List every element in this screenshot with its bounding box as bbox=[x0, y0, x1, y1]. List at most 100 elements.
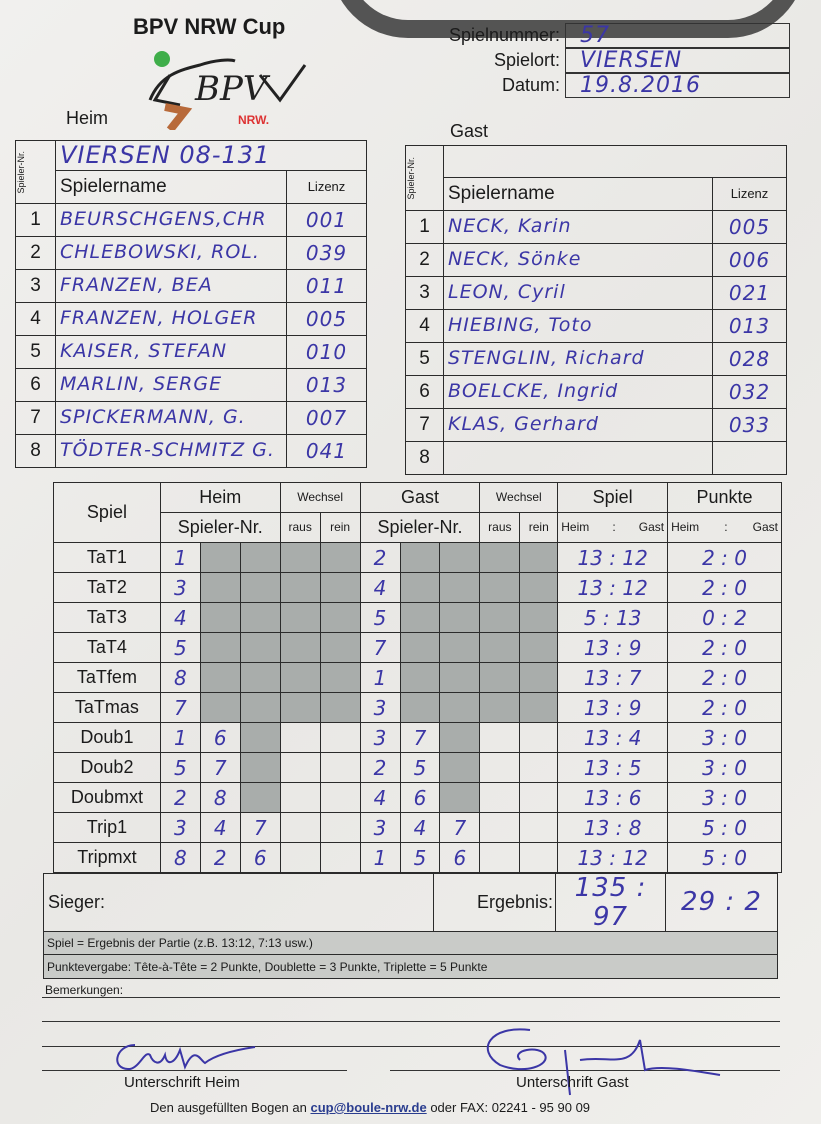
guest-sub-in-cell[interactable] bbox=[519, 782, 559, 813]
game-score[interactable]: 13 : 8 bbox=[557, 812, 669, 843]
player-name[interactable]: LEON, Cyril bbox=[443, 276, 713, 310]
home-sub-out-cell[interactable] bbox=[279, 692, 321, 723]
guest-player-cell[interactable]: 4 bbox=[359, 782, 401, 813]
game-score[interactable]: 13 : 9 bbox=[557, 632, 669, 663]
player-name[interactable]: TÖDTER-SCHMITZ G. bbox=[55, 434, 287, 468]
home-player-cell[interactable] bbox=[199, 572, 241, 603]
game-points[interactable]: 2 : 0 bbox=[667, 572, 782, 603]
guest-player-cell[interactable] bbox=[439, 542, 481, 573]
game-score[interactable]: 13 : 12 bbox=[557, 842, 669, 873]
home-player-cell[interactable] bbox=[239, 602, 281, 633]
player-name[interactable]: BOELCKE, Ingrid bbox=[443, 375, 713, 409]
guest-player-cell[interactable] bbox=[439, 662, 481, 693]
player-license[interactable]: 039 bbox=[286, 236, 367, 270]
player-license[interactable]: 021 bbox=[712, 276, 787, 310]
guest-sub-out-cell[interactable] bbox=[479, 662, 521, 693]
home-sub-out-cell[interactable] bbox=[279, 632, 321, 663]
home-sub-out-cell[interactable] bbox=[279, 752, 321, 783]
home-player-cell[interactable] bbox=[199, 692, 241, 723]
game-points[interactable]: 2 : 0 bbox=[667, 542, 782, 573]
home-player-cell[interactable]: 3 bbox=[159, 572, 201, 603]
guest-player-cell[interactable] bbox=[399, 542, 441, 573]
player-name[interactable]: STENGLIN, Richard bbox=[443, 342, 713, 376]
player-name[interactable]: NECK, Sönke bbox=[443, 243, 713, 277]
guest-player-cell[interactable]: 5 bbox=[399, 842, 441, 873]
home-player-cell[interactable] bbox=[199, 542, 241, 573]
home-player-cell[interactable]: 7 bbox=[159, 692, 201, 723]
home-player-cell[interactable]: 8 bbox=[159, 662, 201, 693]
guest-sub-out-cell[interactable] bbox=[479, 812, 521, 843]
guest-player-cell[interactable]: 1 bbox=[359, 662, 401, 693]
player-name[interactable]: FRANZEN, BEA bbox=[55, 269, 287, 303]
guest-player-cell[interactable]: 1 bbox=[359, 842, 401, 873]
home-sub-out-cell[interactable] bbox=[279, 572, 321, 603]
guest-sub-in-cell[interactable] bbox=[519, 752, 559, 783]
guest-sub-out-cell[interactable] bbox=[479, 722, 521, 753]
player-license[interactable]: 001 bbox=[286, 203, 367, 237]
home-player-cell[interactable] bbox=[239, 632, 281, 663]
guest-sub-in-cell[interactable] bbox=[519, 572, 559, 603]
home-sub-out-cell[interactable] bbox=[279, 782, 321, 813]
guest-player-cell[interactable] bbox=[399, 632, 441, 663]
venue-field[interactable]: VIERSEN bbox=[565, 48, 790, 73]
game-points[interactable]: 2 : 0 bbox=[667, 662, 782, 693]
home-player-cell[interactable]: 5 bbox=[159, 632, 201, 663]
player-name[interactable] bbox=[443, 441, 713, 475]
home-player-cell[interactable]: 6 bbox=[199, 722, 241, 753]
result-points[interactable]: 29 : 2 bbox=[665, 872, 778, 933]
game-score[interactable]: 5 : 13 bbox=[557, 602, 669, 633]
guest-sub-in-cell[interactable] bbox=[519, 692, 559, 723]
home-sub-out-cell[interactable] bbox=[279, 542, 321, 573]
game-score[interactable]: 13 : 7 bbox=[557, 662, 669, 693]
guest-sub-out-cell[interactable] bbox=[479, 842, 521, 873]
game-points[interactable]: 5 : 0 bbox=[667, 842, 782, 873]
guest-player-cell[interactable]: 4 bbox=[359, 572, 401, 603]
home-sub-in-cell[interactable] bbox=[319, 662, 361, 693]
game-points[interactable]: 2 : 0 bbox=[667, 692, 782, 723]
home-sub-out-cell[interactable] bbox=[279, 602, 321, 633]
guest-sub-out-cell[interactable] bbox=[479, 752, 521, 783]
home-player-cell[interactable] bbox=[239, 692, 281, 723]
home-player-cell[interactable]: 7 bbox=[239, 812, 281, 843]
guest-player-cell[interactable]: 2 bbox=[359, 752, 401, 783]
guest-player-cell[interactable]: 6 bbox=[399, 782, 441, 813]
guest-sub-in-cell[interactable] bbox=[519, 542, 559, 573]
guest-player-cell[interactable] bbox=[439, 602, 481, 633]
guest-player-cell[interactable]: 7 bbox=[359, 632, 401, 663]
home-sub-out-cell[interactable] bbox=[279, 812, 321, 843]
game-points[interactable]: 3 : 0 bbox=[667, 752, 782, 783]
player-license[interactable]: 006 bbox=[712, 243, 787, 277]
home-sub-out-cell[interactable] bbox=[279, 722, 321, 753]
home-sub-in-cell[interactable] bbox=[319, 752, 361, 783]
player-license[interactable] bbox=[712, 441, 787, 475]
home-sub-in-cell[interactable] bbox=[319, 842, 361, 873]
home-player-cell[interactable] bbox=[239, 752, 281, 783]
home-player-cell[interactable]: 3 bbox=[159, 812, 201, 843]
guest-player-cell[interactable]: 4 bbox=[399, 812, 441, 843]
player-name[interactable]: NECK, Karin bbox=[443, 210, 713, 244]
guest-player-cell[interactable]: 2 bbox=[359, 542, 401, 573]
guest-sub-in-cell[interactable] bbox=[519, 842, 559, 873]
guest-player-cell[interactable] bbox=[439, 632, 481, 663]
home-player-cell[interactable]: 1 bbox=[159, 722, 201, 753]
home-player-cell[interactable]: 6 bbox=[239, 842, 281, 873]
player-name[interactable]: SPICKERMANN, G. bbox=[55, 401, 287, 435]
player-name[interactable]: FRANZEN, HOLGER bbox=[55, 302, 287, 336]
home-player-cell[interactable] bbox=[199, 632, 241, 663]
guest-sub-out-cell[interactable] bbox=[479, 572, 521, 603]
guest-player-cell[interactable]: 5 bbox=[359, 602, 401, 633]
guest-player-cell[interactable]: 7 bbox=[399, 722, 441, 753]
guest-player-cell[interactable]: 3 bbox=[359, 692, 401, 723]
guest-team-name[interactable] bbox=[443, 145, 787, 178]
player-name[interactable]: BEURSCHGENS,CHR bbox=[55, 203, 287, 237]
player-name[interactable]: KLAS, Gerhard bbox=[443, 408, 713, 442]
player-name[interactable]: CHLEBOWSKI, ROL. bbox=[55, 236, 287, 270]
player-license[interactable]: 032 bbox=[712, 375, 787, 409]
home-player-cell[interactable] bbox=[239, 662, 281, 693]
guest-sub-in-cell[interactable] bbox=[519, 602, 559, 633]
home-player-cell[interactable] bbox=[239, 782, 281, 813]
game-score[interactable]: 13 : 12 bbox=[557, 542, 669, 573]
guest-player-cell[interactable]: 5 bbox=[399, 752, 441, 783]
guest-player-cell[interactable] bbox=[439, 752, 481, 783]
guest-player-cell[interactable] bbox=[439, 782, 481, 813]
